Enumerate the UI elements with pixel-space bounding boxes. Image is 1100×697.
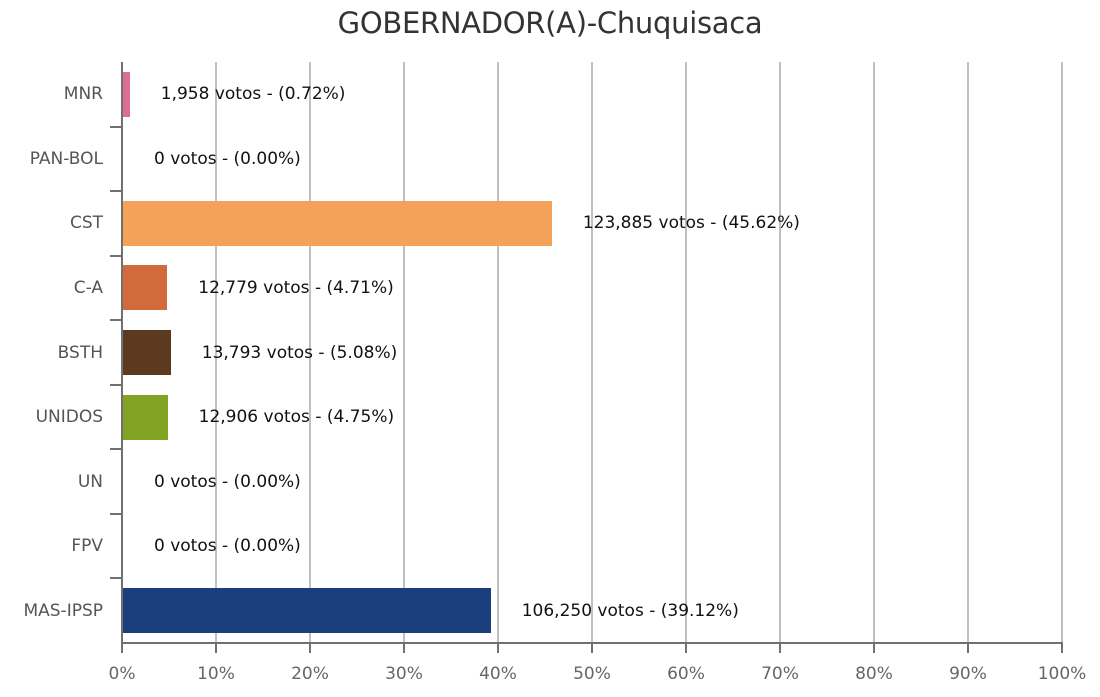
x-axis-tick [685, 643, 687, 653]
x-axis-tick-label: 90% [949, 664, 987, 684]
gridline [403, 62, 405, 643]
gridline [779, 62, 781, 643]
y-axis-line [121, 62, 123, 653]
y-axis-tick [110, 125, 122, 128]
x-axis-tick-label: 20% [291, 664, 329, 684]
x-axis-tick-label: 100% [1037, 664, 1087, 684]
gridline [1061, 62, 1063, 643]
data-label: 1,958 votos - (0.72%) [160, 84, 346, 105]
y-axis-tick [110, 577, 122, 580]
category-label: CST [69, 213, 103, 234]
x-axis-tick-label: 30% [385, 664, 423, 684]
bar-c-a [123, 265, 168, 311]
x-axis-tick-label: 40% [479, 664, 517, 684]
bar-bsth [123, 330, 171, 375]
category-label: BSTH [57, 342, 103, 363]
category-label: FPV [71, 536, 103, 557]
y-axis-tick [110, 254, 122, 257]
x-axis-tick [967, 643, 969, 653]
data-label: 12,906 votos - (4.75%) [198, 407, 395, 428]
gridline [215, 62, 217, 643]
x-axis-tick [1061, 643, 1063, 653]
y-axis-tick [110, 383, 122, 386]
y-axis-tick [110, 319, 122, 322]
data-label: 0 votos - (0.00%) [154, 536, 301, 557]
x-axis-tick [121, 643, 123, 653]
chart-title: GOBERNADOR(A)-Chuquisaca [337, 6, 763, 40]
data-label: 0 votos - (0.00%) [154, 471, 301, 492]
gridline [685, 62, 687, 643]
gridline [967, 62, 969, 643]
x-axis-tick-label: 10% [197, 664, 235, 684]
x-axis-tick [591, 643, 593, 653]
gridline [309, 62, 311, 643]
y-axis-tick [110, 448, 122, 451]
plot-area: 0% 10% 20% 30% 40% 50% 60% 70% 80% 90% 100% MNR 1,95… [23, 62, 1086, 684]
category-label: UN [77, 471, 103, 492]
y-axis-tick [110, 190, 122, 193]
data-label: 12,779 votos - (4.71%) [198, 277, 394, 298]
gridline [873, 62, 875, 643]
x-axis-tick-label: 50% [573, 664, 611, 684]
data-label: 0 votos - (0.00%) [154, 148, 301, 169]
x-axis-tick-label: 0% [108, 664, 136, 684]
bar-unidos [123, 394, 168, 440]
bar-mas-ipsp [123, 588, 491, 634]
y-axis-tick [110, 512, 122, 515]
data-label: 106,250 votos - (39.12%) [521, 600, 739, 621]
category-label: PAN-BOL [29, 148, 103, 169]
data-label: 123,885 votos - (45.62%) [582, 213, 800, 234]
bar-mnr [123, 71, 130, 117]
category-label: C-A [73, 277, 103, 298]
x-axis-tick [309, 643, 311, 653]
x-axis-tick [497, 643, 499, 653]
data-label: 13,793 votos - (5.08%) [201, 342, 398, 363]
category-label: MAS-IPSP [23, 600, 103, 621]
x-axis-tick [873, 643, 875, 653]
x-axis-tick [215, 643, 217, 653]
category-label: MNR [63, 84, 103, 105]
x-axis-tick-label: 60% [667, 664, 705, 684]
x-axis-tick [403, 643, 405, 653]
gridline [497, 62, 499, 643]
category-label: UNIDOS [35, 407, 103, 428]
x-axis-tick-label: 70% [761, 664, 799, 684]
bar-cst [123, 200, 552, 246]
gridline [591, 62, 593, 643]
x-axis-tick-label: 80% [855, 664, 893, 684]
x-axis-tick [779, 643, 781, 653]
